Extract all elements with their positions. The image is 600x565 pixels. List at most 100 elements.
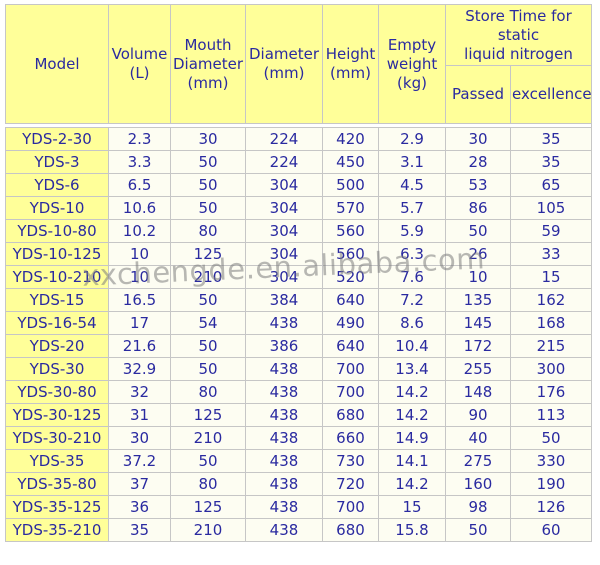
cell-volume: 37.2 [108,450,170,473]
cell-volume: 2.3 [108,128,170,151]
cell-volume: 21.6 [108,335,170,358]
cell-volume: 36 [108,496,170,519]
table-row: YDS-35-125 36 125 438 700 15 98 126 [5,496,592,519]
cell-diameter: 438 [245,404,322,427]
cell-diameter: 384 [245,289,322,312]
cell-model: YDS-10-125 [5,243,108,266]
cell-model: YDS-10-210 [5,266,108,289]
cell-height: 640 [322,335,378,358]
cell-model: YDS-15 [5,289,108,312]
column-header-mouth-diameter: Mouth Diameter (mm) [170,4,245,124]
cell-mouth: 210 [170,266,245,289]
column-header-volume: Volume (L) [108,4,170,124]
cell-diameter: 438 [245,358,322,381]
table-row: YDS-3 3.3 50 224 450 3.1 28 35 [5,151,592,174]
column-header-empty-weight: Empty weight (kg) [378,4,445,124]
table-row: YDS-2-30 2.3 30 224 420 2.9 30 35 [5,128,592,151]
cell-height: 560 [322,220,378,243]
table-row: YDS-10 10.6 50 304 570 5.7 86 105 [5,197,592,220]
cell-height: 560 [322,243,378,266]
cell-weight: 14.2 [378,381,445,404]
cell-height: 700 [322,496,378,519]
cell-weight: 2.9 [378,128,445,151]
cell-excellence: 15 [510,266,592,289]
column-header-excellence: excellence [510,66,592,124]
cell-mouth: 30 [170,128,245,151]
cell-weight: 15 [378,496,445,519]
column-header-store-time: Store Time for static liquid nitrogen [445,4,592,66]
cell-diameter: 304 [245,266,322,289]
cell-mouth: 210 [170,427,245,450]
cell-model: YDS-10 [5,197,108,220]
cell-model: YDS-20 [5,335,108,358]
cell-diameter: 304 [245,243,322,266]
cell-passed: 135 [445,289,510,312]
cell-excellence: 190 [510,473,592,496]
cell-volume: 32.9 [108,358,170,381]
cell-diameter: 224 [245,151,322,174]
table-row: YDS-30-80 32 80 438 700 14.2 148 176 [5,381,592,404]
cell-height: 730 [322,450,378,473]
cell-mouth: 50 [170,358,245,381]
cell-height: 700 [322,358,378,381]
cell-height: 720 [322,473,378,496]
cell-height: 680 [322,519,378,542]
cell-model: YDS-6 [5,174,108,197]
cell-volume: 17 [108,312,170,335]
cell-volume: 3.3 [108,151,170,174]
cell-height: 640 [322,289,378,312]
table-row: YDS-15 16.5 50 384 640 7.2 135 162 [5,289,592,312]
cell-mouth: 50 [170,335,245,358]
table-row: YDS-35-210 35 210 438 680 15.8 50 60 [5,519,592,542]
table-row: YDS-16-54 17 54 438 490 8.6 145 168 [5,312,592,335]
cell-excellence: 300 [510,358,592,381]
cell-height: 500 [322,174,378,197]
cell-model: YDS-30-125 [5,404,108,427]
cell-weight: 10.4 [378,335,445,358]
cell-mouth: 50 [170,174,245,197]
table-row: YDS-6 6.5 50 304 500 4.5 53 65 [5,174,592,197]
cell-mouth: 50 [170,151,245,174]
cell-mouth: 125 [170,243,245,266]
cell-model: YDS-30-80 [5,381,108,404]
cell-excellence: 126 [510,496,592,519]
cell-height: 490 [322,312,378,335]
cell-weight: 4.5 [378,174,445,197]
cell-diameter: 438 [245,427,322,450]
cell-excellence: 59 [510,220,592,243]
table-row: YDS-35 37.2 50 438 730 14.1 275 330 [5,450,592,473]
table-row: YDS-10-80 10.2 80 304 560 5.9 50 59 [5,220,592,243]
cell-volume: 10 [108,243,170,266]
cell-weight: 14.2 [378,473,445,496]
cell-passed: 50 [445,220,510,243]
cell-excellence: 35 [510,128,592,151]
cell-excellence: 35 [510,151,592,174]
cell-model: YDS-16-54 [5,312,108,335]
cell-excellence: 330 [510,450,592,473]
cell-diameter: 224 [245,128,322,151]
cell-passed: 145 [445,312,510,335]
cell-diameter: 438 [245,450,322,473]
cell-weight: 6.3 [378,243,445,266]
cell-excellence: 50 [510,427,592,450]
cell-passed: 26 [445,243,510,266]
table-row: YDS-35-80 37 80 438 720 14.2 160 190 [5,473,592,496]
cell-volume: 10.2 [108,220,170,243]
cell-model: YDS-10-80 [5,220,108,243]
table-header: Model Volume (L) Mouth Diameter (mm) Dia… [5,4,592,124]
cell-diameter: 304 [245,174,322,197]
cell-mouth: 210 [170,519,245,542]
cell-passed: 50 [445,519,510,542]
cell-height: 700 [322,381,378,404]
cell-passed: 30 [445,128,510,151]
cell-model: YDS-35 [5,450,108,473]
cell-passed: 98 [445,496,510,519]
cell-mouth: 80 [170,381,245,404]
cell-mouth: 125 [170,496,245,519]
cell-excellence: 168 [510,312,592,335]
cell-height: 660 [322,427,378,450]
cell-passed: 53 [445,174,510,197]
cell-excellence: 60 [510,519,592,542]
cell-mouth: 125 [170,404,245,427]
cell-weight: 5.9 [378,220,445,243]
